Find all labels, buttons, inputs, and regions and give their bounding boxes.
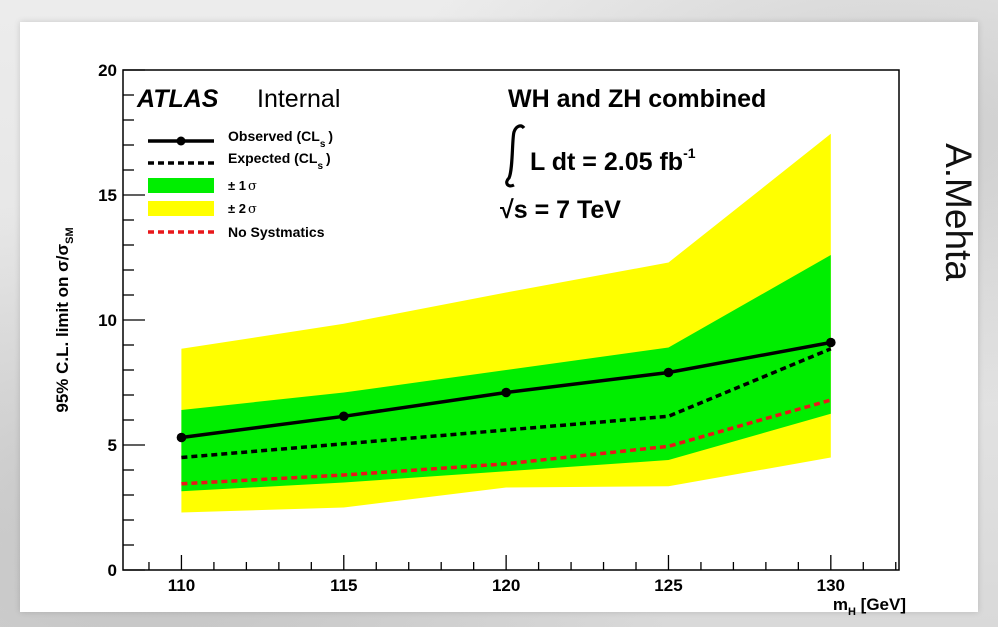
x-tick-label: 110	[168, 576, 195, 595]
y-tick-label: 10	[98, 311, 117, 330]
observed-points	[176, 337, 836, 443]
x-tick-label: 120	[492, 576, 520, 595]
legend-one-sigma-swatch	[148, 178, 214, 193]
y-tick-label: 20	[98, 61, 117, 80]
observed-point	[338, 411, 349, 422]
observed-point	[826, 337, 836, 348]
y-tick-label: 5	[108, 436, 117, 455]
legend-no-systematics-text: No Systmatics	[228, 224, 325, 240]
y-tick-label: 0	[108, 561, 117, 580]
x-tick-label: 115	[330, 576, 357, 595]
energy-label: √s = 7 TeV	[500, 196, 621, 224]
x-tick-label: 130	[817, 576, 845, 595]
legend-expected-text: Expected (CLs)	[228, 150, 331, 172]
atlas-label: ATLAS	[136, 85, 219, 113]
axis-ticks	[123, 69, 897, 571]
one-sigma-band	[181, 255, 831, 492]
expected-limit-line	[181, 347, 832, 460]
observed-point	[501, 387, 511, 398]
plot-title: WH and ZH combined	[508, 85, 766, 113]
legend-observed-marker	[176, 136, 186, 146]
observed-point	[663, 367, 674, 378]
x-axis-label: mH [GeV]	[833, 595, 906, 618]
tick-labels: 110 115 120 125 130 0 5 10 15 20	[98, 61, 845, 595]
integral-sign	[505, 124, 526, 188]
legend-two-sigma-swatch	[148, 201, 214, 216]
y-tick-label: 15	[98, 186, 117, 205]
observed-point	[176, 432, 187, 443]
internal-label: Internal	[257, 85, 340, 113]
luminosity-label: L dt = 2.05 fb-1	[530, 145, 696, 176]
author-label: A.Mehta	[938, 143, 979, 281]
no-systematics-line	[181, 398, 832, 486]
legend-observed-text: Observed (CLs)	[228, 128, 333, 150]
x-tick-label: 125	[654, 576, 682, 595]
y-axis-label: 95% C.L. limit on σ/σSM	[53, 227, 76, 412]
